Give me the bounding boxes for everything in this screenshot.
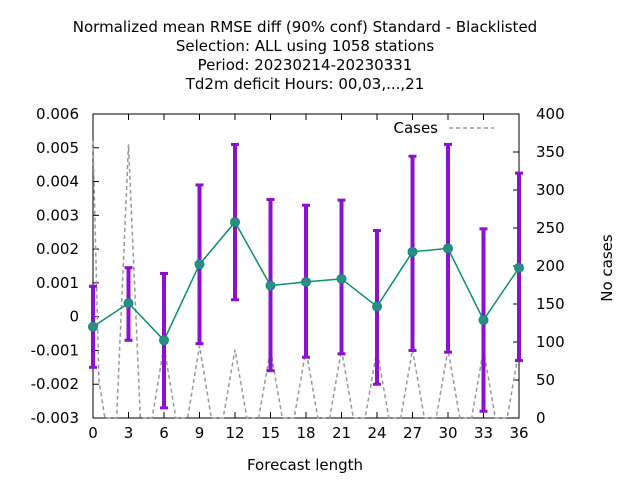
- y-tick-label: 0: [69, 308, 79, 326]
- title-line-4: Td2m deficit Hours: 00,03,...,21: [185, 75, 425, 93]
- legend: Cases: [393, 119, 494, 137]
- data-point: [478, 315, 489, 326]
- y2-axis-label: No cases: [598, 234, 616, 302]
- cases-line: [92, 140, 520, 419]
- y-tick-label: 0.002: [36, 240, 79, 258]
- legend-label-cases: Cases: [393, 119, 438, 137]
- y2-tick-label: 0: [536, 409, 546, 427]
- y2-tick-label: 400: [536, 105, 565, 123]
- data-point: [372, 301, 382, 312]
- y-tick-label: 0.003: [36, 206, 79, 224]
- y2-tick-label: 100: [536, 333, 565, 351]
- x-tick-label: 30: [438, 424, 457, 442]
- x-axis-label: Forecast length: [247, 456, 363, 474]
- x-tick-label: 6: [159, 424, 169, 442]
- x-tick-label: 0: [88, 424, 98, 442]
- x-tick-label: 36: [509, 424, 528, 442]
- y-tick-label: -0.003: [31, 409, 79, 427]
- axis-ticks: 0 3 6 9 12 15 18 21 24 27 30 33 360.0060.0050.0040.0…: [31, 105, 565, 442]
- chart-title: Normalized mean RMSE diff (90% conf) Sta…: [73, 18, 537, 93]
- x-tick-label: 15: [261, 424, 280, 442]
- y2-tick-label: 300: [536, 181, 565, 199]
- title-line-2: Selection: ALL using 1058 stations: [176, 37, 435, 55]
- y-tick-label: -0.002: [31, 375, 79, 393]
- data-point: [443, 243, 453, 254]
- data-point: [265, 280, 276, 291]
- y2-tick-label: 350: [536, 143, 565, 161]
- y2-tick-label: 250: [536, 219, 565, 237]
- x-tick-label: 3: [124, 424, 134, 442]
- x-tick-label: 33: [474, 424, 493, 442]
- data-point: [88, 321, 98, 332]
- data-point: [230, 217, 240, 228]
- y2-tick-label: 200: [536, 257, 565, 275]
- data-point: [301, 276, 311, 287]
- main-series: [88, 217, 524, 346]
- y-tick-label: 0.005: [36, 139, 79, 157]
- x-tick-label: 9: [195, 424, 205, 442]
- x-tick-label: 21: [332, 424, 351, 442]
- x-tick-label: 27: [403, 424, 422, 442]
- x-tick-label: 18: [296, 424, 315, 442]
- x-tick-label: 24: [367, 424, 386, 442]
- data-point: [159, 335, 169, 346]
- y-tick-label: 0.006: [36, 105, 79, 123]
- cases-series: [92, 140, 520, 419]
- data-point: [514, 262, 524, 273]
- y-tick-label: 0.004: [36, 173, 79, 191]
- x-tick-label: 12: [225, 424, 244, 442]
- data-point: [123, 298, 134, 309]
- data-point: [336, 273, 347, 284]
- y-tick-label: 0.001: [36, 274, 79, 292]
- data-point: [407, 246, 418, 257]
- data-point: [194, 259, 205, 270]
- title-line-1: Normalized mean RMSE diff (90% conf) Sta…: [73, 18, 537, 36]
- y2-tick-label: 50: [536, 371, 555, 389]
- y2-tick-label: 150: [536, 295, 565, 313]
- y-tick-label: -0.001: [31, 341, 79, 359]
- title-line-3: Period: 20230214-20230331: [198, 56, 413, 74]
